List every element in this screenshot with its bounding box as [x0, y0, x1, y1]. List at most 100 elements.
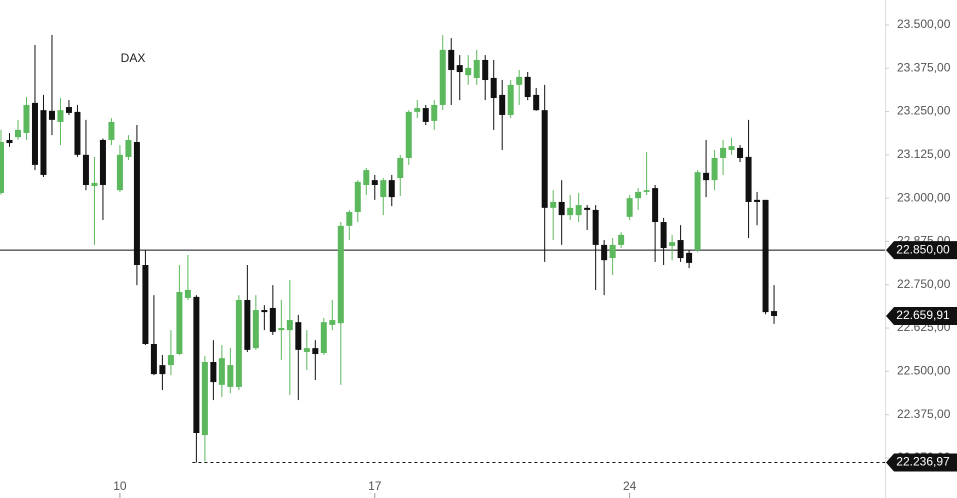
candle-body	[405, 111, 412, 158]
candle-body	[720, 147, 727, 158]
candle-body	[346, 212, 353, 226]
candle-body	[584, 207, 591, 210]
y-tick-label: 23.000,00	[897, 190, 951, 204]
candle-body	[82, 154, 89, 185]
candle-body	[618, 234, 625, 245]
candle-body	[609, 244, 616, 259]
candle-body	[516, 76, 523, 85]
candle-body	[74, 111, 81, 155]
candle-body	[278, 328, 285, 331]
candle-body	[635, 191, 642, 199]
candle-body	[448, 49, 455, 70]
candle-body	[218, 358, 225, 385]
candle-body	[737, 147, 744, 158]
x-tick-label: 10	[113, 479, 127, 493]
candle-body	[703, 172, 710, 181]
candle-body	[329, 320, 336, 325]
candle-body	[227, 365, 234, 387]
candle-body	[371, 180, 378, 185]
candle-body	[745, 156, 752, 202]
candle-body	[643, 190, 650, 192]
candle-body	[14, 129, 21, 138]
candle-body	[422, 108, 429, 122]
candle-body	[754, 199, 761, 202]
candle-body	[533, 94, 540, 111]
candle-body	[0, 142, 4, 193]
candle-body	[660, 222, 667, 249]
candle-body	[133, 142, 140, 265]
candle-body	[558, 201, 565, 216]
candle-body	[176, 292, 183, 355]
candle-body	[23, 104, 30, 134]
candle-body	[711, 157, 718, 181]
candle-body	[201, 361, 208, 436]
candle-body	[728, 146, 735, 150]
candle-body	[363, 170, 370, 185]
x-tick-label: 24	[623, 479, 637, 493]
candle-body	[48, 110, 55, 120]
candle-body	[669, 242, 676, 246]
candle-body	[507, 84, 514, 116]
candle-body	[125, 139, 132, 157]
candle-body	[252, 310, 259, 349]
candle-body	[524, 76, 531, 97]
candle-body	[626, 198, 633, 217]
candle-body	[575, 205, 582, 216]
candle-body	[431, 104, 438, 121]
candle-body	[762, 199, 769, 313]
candle-body	[91, 182, 98, 187]
candle-body	[312, 348, 319, 355]
y-tick-label: 22.750,00	[897, 277, 951, 291]
y-tick-label: 22.500,00	[897, 364, 951, 378]
candle-body	[31, 102, 38, 165]
candle-body	[388, 180, 395, 198]
y-tick-label: 22.375,00	[897, 407, 951, 421]
candle-body	[159, 365, 166, 375]
low-tag	[886, 453, 957, 472]
x-tick-label: 17	[368, 479, 382, 493]
candle-body	[465, 67, 472, 76]
candle-body	[6, 139, 13, 144]
candle-body	[652, 188, 659, 223]
candle-body	[456, 65, 463, 73]
last-price-tag	[886, 306, 957, 325]
candle-body	[550, 201, 557, 208]
candle-body	[337, 225, 344, 324]
candle-body	[592, 209, 599, 245]
candle-body	[184, 289, 191, 298]
candle-body	[116, 154, 123, 191]
candle-body	[244, 299, 251, 350]
candle-body	[541, 110, 548, 208]
candle-body	[499, 94, 506, 116]
candle-body	[295, 322, 302, 350]
candle-body	[57, 110, 64, 122]
reference-tag-label: 22.850,00	[896, 242, 950, 256]
candle-body	[694, 172, 701, 251]
candle-body	[354, 181, 361, 212]
candle-body	[40, 110, 47, 175]
candle-body	[235, 299, 242, 387]
chart-title: DAX	[121, 51, 146, 65]
candle-body	[303, 348, 310, 352]
y-tick-label: 23.375,00	[897, 60, 951, 74]
candle-body	[439, 49, 446, 105]
candle-body	[320, 322, 327, 353]
candle-body	[261, 310, 268, 313]
last-price-tag-label: 22.659,91	[896, 308, 950, 322]
candle-body	[397, 157, 404, 179]
candle-body	[286, 320, 293, 331]
candle-body	[414, 108, 421, 112]
candle-body	[677, 240, 684, 259]
candle-body	[193, 296, 200, 434]
reference-tag	[886, 241, 957, 260]
candle-body	[65, 107, 72, 113]
candle-body	[99, 139, 106, 185]
candle-body	[269, 307, 276, 332]
y-tick-label: 23.250,00	[897, 104, 951, 118]
candle-body	[142, 265, 149, 344]
candle-body	[210, 361, 217, 383]
y-tick-label: 23.125,00	[897, 147, 951, 161]
candle-body	[686, 252, 693, 263]
